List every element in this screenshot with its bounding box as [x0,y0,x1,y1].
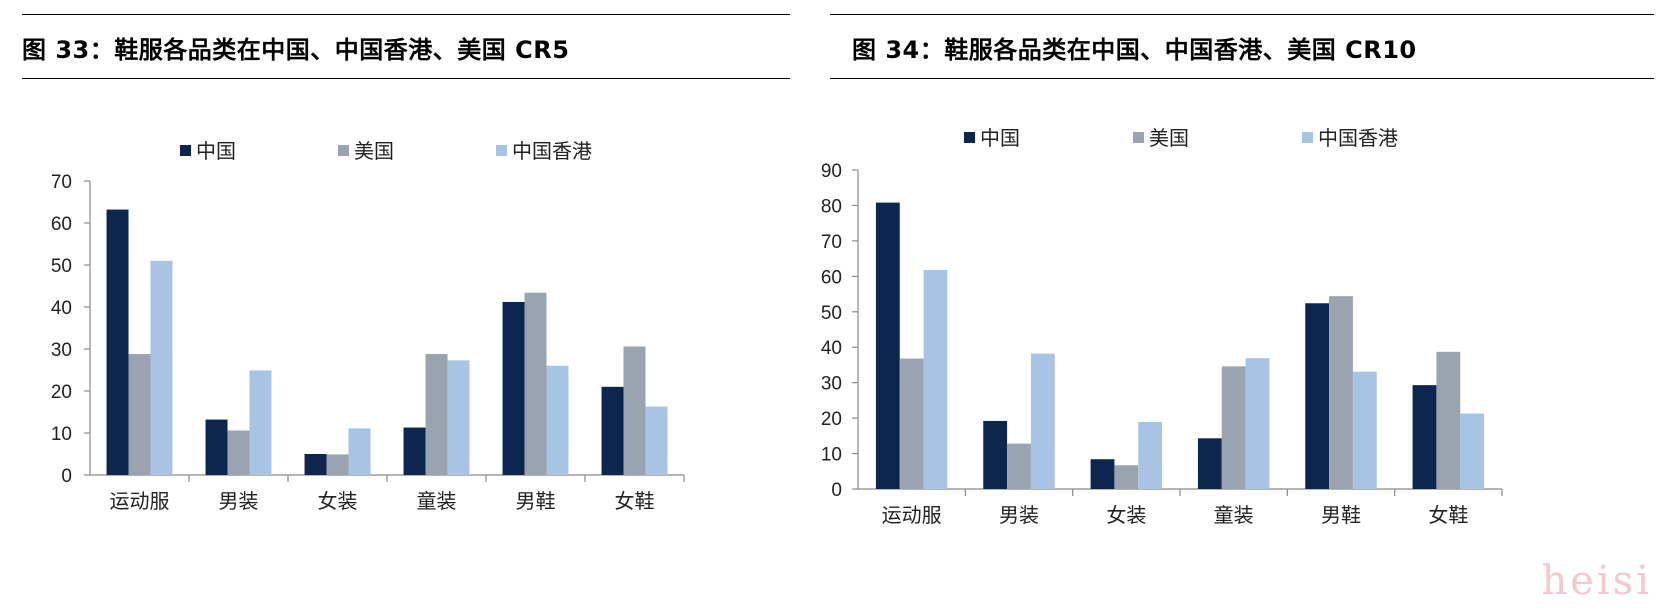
title-rule-bottom [22,78,790,79]
bar-china [1412,385,1437,489]
y-tick-label: 40 [51,298,72,319]
bar-china [205,419,228,475]
figure-title: 图 33：鞋服各品类在中国、中国香港、美国 CR5 [22,36,570,64]
bar-usa [227,430,250,475]
figure-title: 图 34：鞋服各品类在中国、中国香港、美国 CR10 [852,36,1417,64]
category-label: 男装 [999,503,1039,527]
y-tick-label: 30 [51,340,72,361]
bar-hongkong [1245,358,1270,489]
legend-swatch [180,145,191,156]
y-tick-label: 60 [821,267,842,288]
y-tick-label: 40 [821,338,842,359]
bar-usa [899,358,924,489]
legend-label: 中国香港 [512,139,592,163]
category-label: 男鞋 [1321,503,1361,527]
bar-usa [425,354,448,475]
bar-usa [1114,465,1139,489]
y-tick-label: 0 [61,466,72,487]
bar-hongkong [645,406,668,475]
y-tick-label: 30 [821,374,842,395]
bar-usa [1329,296,1353,489]
bar-usa [1007,443,1031,489]
y-tick-label: 70 [51,172,72,193]
legend-label: 中国香港 [1318,126,1398,150]
category-label: 童装 [417,489,457,513]
bar-china [875,202,900,489]
y-tick-label: 10 [821,445,842,466]
y-tick-label: 50 [51,256,72,277]
bar-hongkong [150,260,173,475]
category-label: 男装 [219,489,259,513]
legend-label: 美国 [354,139,394,163]
bar-china [1305,303,1330,489]
category-label: 女鞋 [615,489,655,513]
bar-usa [326,454,349,475]
bar-china [1090,459,1115,489]
chart-cr5: 0 10 20 30 40 50 60 70 运动服 男装 女装 童装 男鞋 女鞋 中国 美国 中国香港 [51,139,685,513]
y-tick-label: 20 [51,382,72,403]
bar-hongkong [1352,371,1377,489]
y-tick-label: 70 [821,232,842,253]
title-rule-top [22,14,790,15]
legend-label: 中国 [196,139,236,163]
bar-china [502,301,525,475]
watermark: heisi [1541,558,1652,604]
y-tick-label: 60 [51,214,72,235]
bar-china [983,420,1008,489]
bar-hongkong [249,370,272,475]
y-tick-label: 90 [821,161,842,182]
category-label: 运动服 [110,489,170,513]
legend-label: 中国 [980,126,1020,150]
title-rule-top [830,14,1654,15]
bar-hongkong [923,269,948,489]
legend-swatch [1133,132,1144,143]
chart-cr10: 0 10 20 30 40 50 60 70 80 90 运动服 男装 女装 童装 男鞋 女鞋 中国 美国 中国香港 [821,126,1503,527]
bar-usa [1436,351,1461,489]
y-tick-label: 10 [51,424,72,445]
bar-usa [1221,366,1246,489]
bar-hongkong [1138,422,1163,489]
bar-china [403,427,426,475]
bar-china [1197,438,1222,489]
legend-swatch [964,132,975,143]
legend-swatch [496,145,507,156]
legend-swatch [338,145,349,156]
legend-swatch [1302,132,1313,143]
y-tick-label: 0 [831,480,842,501]
figure-33: 图 33：鞋服各品类在中国、中国香港、美国 CR5 0 10 20 30 40 50 60 7… [0,0,800,610]
bar-usa [524,292,547,475]
bar-china [304,454,327,475]
figure-34: 图 34：鞋服各品类在中国、中国香港、美国 CR10 0 10 20 30 40 50 60… [821,0,1662,610]
bar-hongkong [348,428,371,475]
bar-hongkong [546,365,569,475]
y-tick-label: 50 [821,303,842,324]
category-label: 女装 [1106,503,1146,527]
category-label: 男鞋 [516,489,556,513]
legend-label: 美国 [1149,126,1189,150]
bar-hongkong [1030,353,1055,489]
category-label: 女鞋 [1428,503,1468,527]
category-label: 运动服 [882,503,942,527]
bar-usa [128,354,151,475]
category-label: 童装 [1214,503,1254,527]
category-label: 女装 [318,489,358,513]
bar-hongkong [447,360,470,475]
bar-hongkong [1460,413,1485,489]
bar-china [601,386,624,475]
bar-china [106,209,129,475]
bar-usa [623,346,646,475]
title-rule-bottom [830,78,1654,79]
y-tick-label: 80 [821,196,842,217]
y-tick-label: 20 [821,409,842,430]
